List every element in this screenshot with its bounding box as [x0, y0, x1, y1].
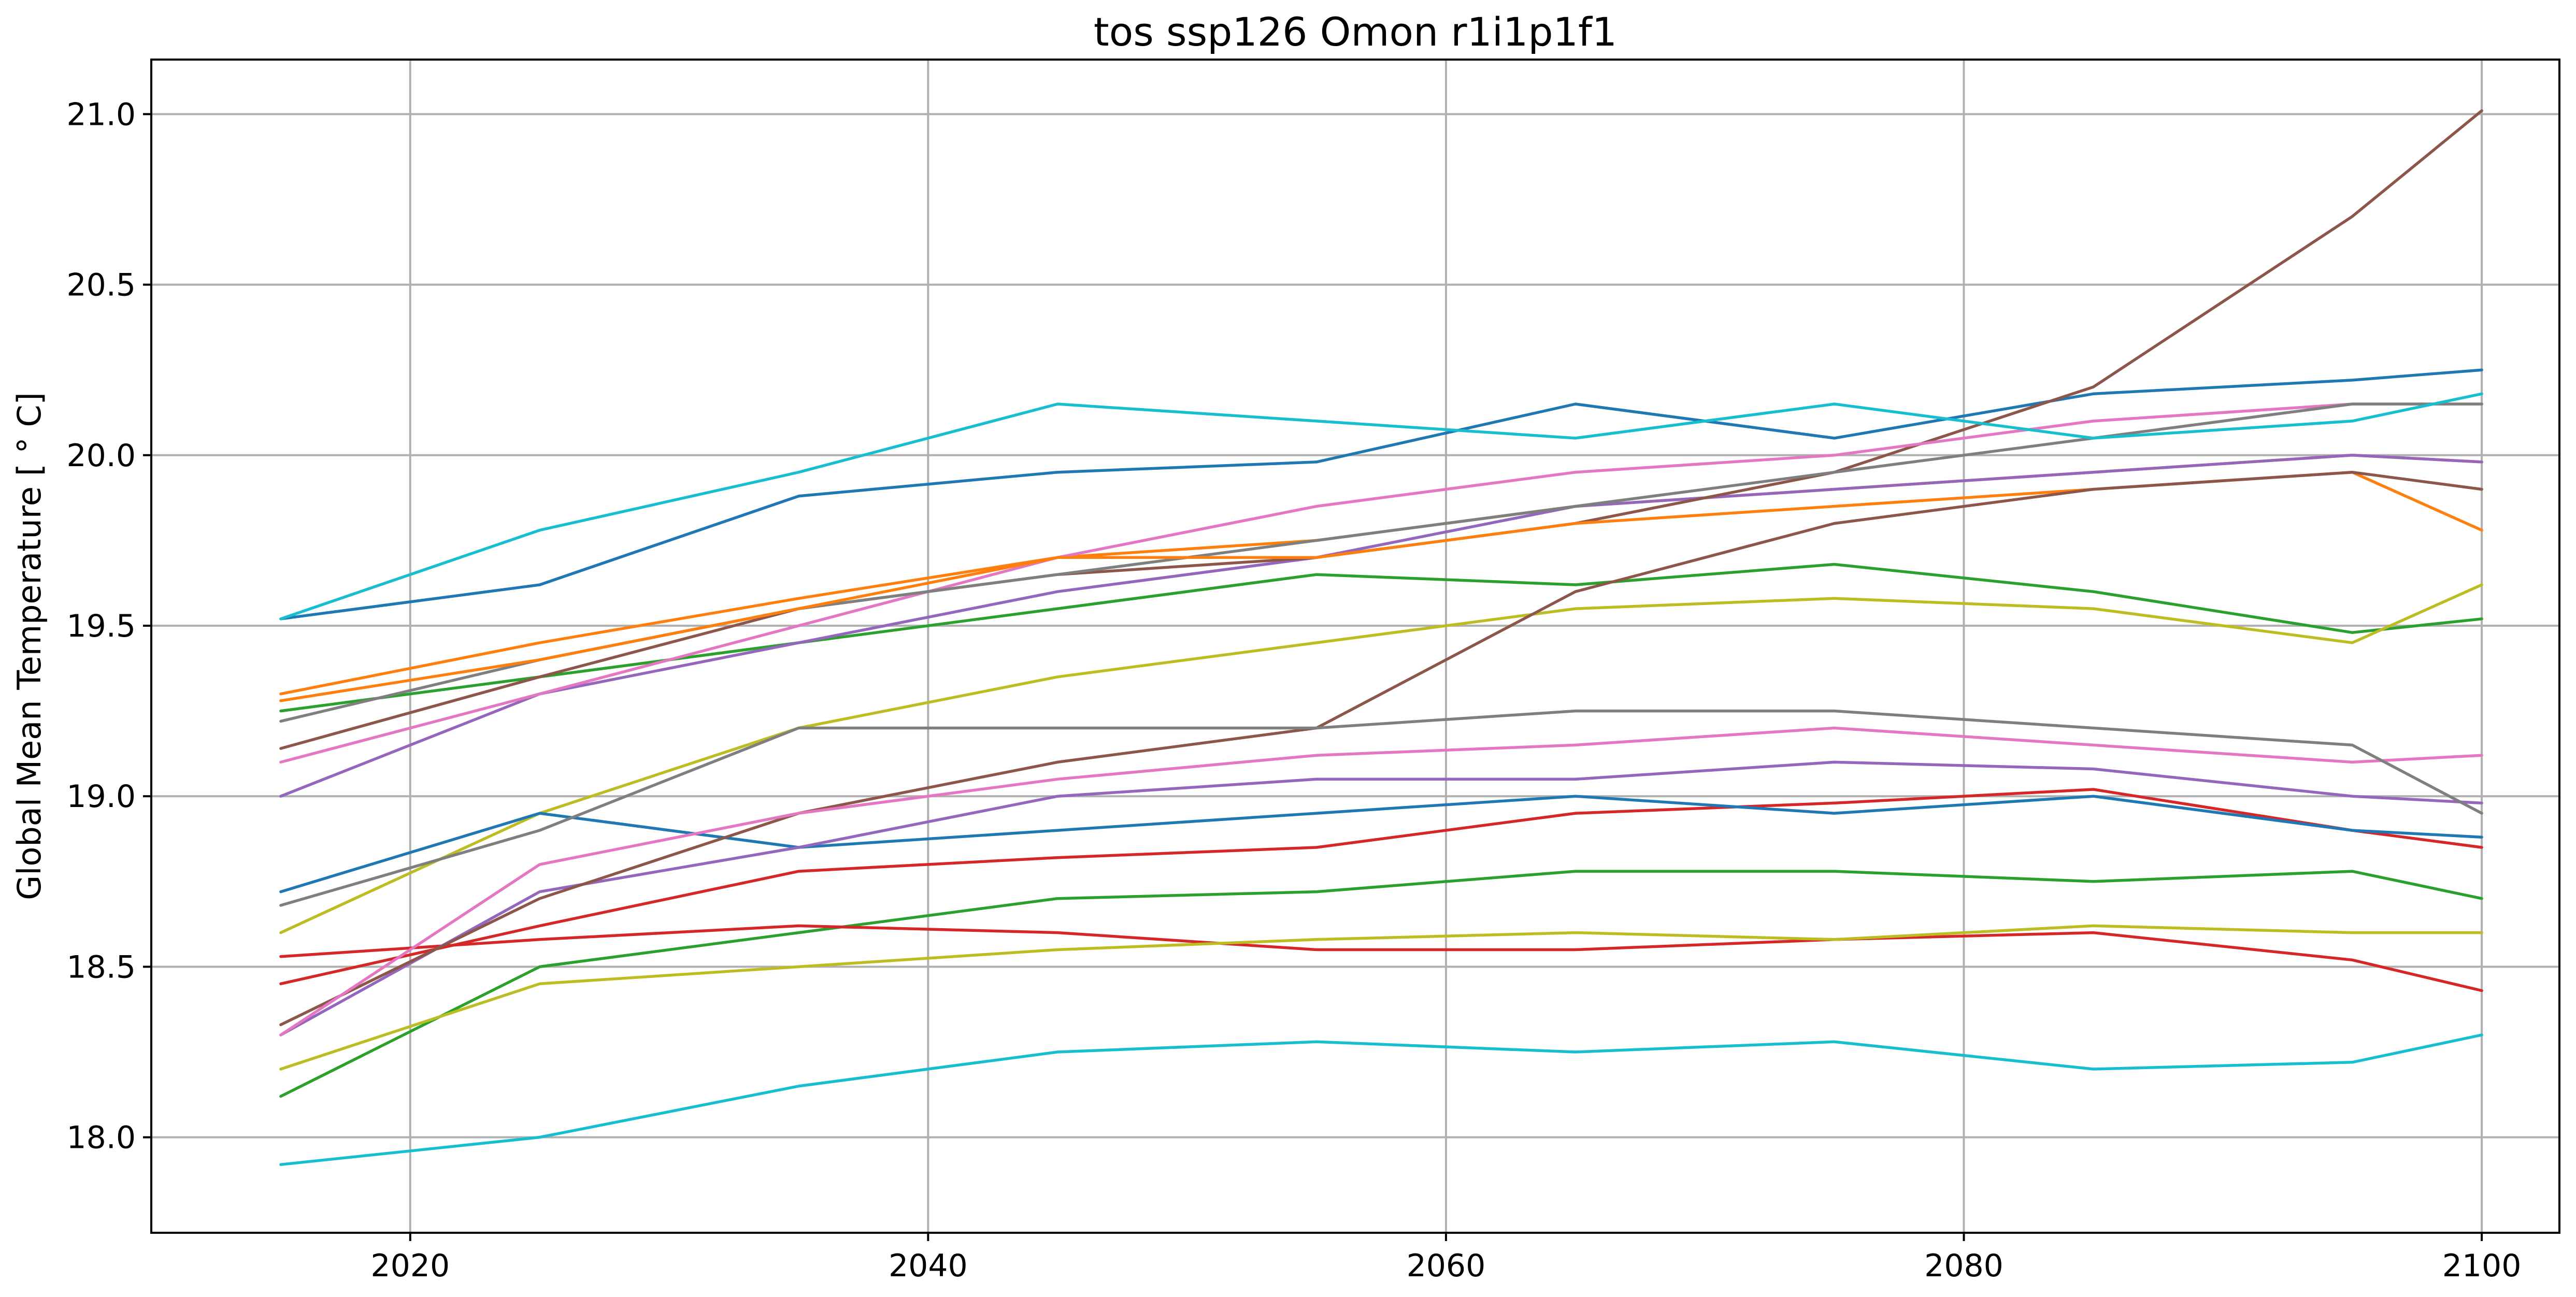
series-line-6 [279, 402, 2483, 764]
y-tick-label-5: 20.5 [66, 267, 136, 304]
series-line-9 [279, 392, 2483, 621]
chart-title: tos ssp126 Omon r1i1p1f1 [1094, 9, 1617, 55]
x-tick-label-2: 2060 [1407, 1248, 1486, 1284]
series-line-4 [279, 454, 2483, 798]
series-line-14 [279, 760, 2483, 1036]
y-tick-label-0: 18.0 [66, 1120, 136, 1156]
series-line-15 [279, 470, 2483, 1027]
series-line-16 [279, 726, 2483, 1036]
x-tick-label-3: 2080 [1924, 1248, 2003, 1284]
y-tick-label-3: 19.5 [66, 608, 136, 644]
y-tick-label-4: 20.0 [66, 438, 136, 474]
series-line-10 [279, 795, 2483, 894]
axis-ticks: 2020 2040 2060 2080 2100 18.0 18.5 19.0 19.5 20.0… [66, 96, 2521, 1284]
series-line-8 [279, 583, 2483, 934]
series-lines [279, 109, 2483, 1166]
x-tick-label-0: 2020 [370, 1248, 450, 1284]
y-axis-label: Global Mean Temperature [ ° C] [10, 392, 48, 900]
y-tick-label-2: 19.0 [66, 779, 136, 815]
y-tick-label-6: 21.0 [66, 96, 136, 133]
y-tick-label-1: 18.5 [66, 949, 136, 985]
grid [151, 60, 2559, 1233]
plot-frame [150, 59, 2560, 1234]
series-line-0 [279, 368, 2483, 621]
x-tick-label-1: 2040 [889, 1248, 968, 1284]
x-tick-label-4: 2100 [2442, 1248, 2522, 1284]
series-line-19 [279, 1033, 2483, 1166]
series-line-3 [279, 788, 2483, 986]
series-line-17 [279, 709, 2483, 907]
series-line-12 [279, 870, 2483, 1098]
series-line-13 [279, 924, 2483, 992]
series-line-18 [279, 924, 2483, 1071]
